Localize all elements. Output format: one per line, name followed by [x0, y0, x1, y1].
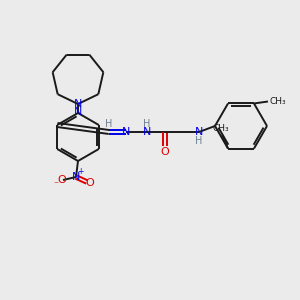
Text: +: + — [77, 167, 83, 176]
Text: N: N — [72, 172, 80, 182]
Text: CH₃: CH₃ — [270, 97, 286, 106]
Text: N: N — [143, 127, 151, 137]
Text: O: O — [58, 175, 66, 185]
Text: CH₃: CH₃ — [213, 124, 229, 133]
Text: N: N — [74, 107, 82, 117]
Text: O: O — [160, 147, 169, 157]
Text: N: N — [122, 127, 130, 137]
Text: N: N — [195, 127, 203, 137]
Text: H: H — [143, 119, 151, 129]
Text: N: N — [74, 99, 82, 109]
Text: ⁻: ⁻ — [53, 180, 58, 190]
Text: H: H — [105, 119, 113, 129]
Text: H: H — [195, 136, 203, 146]
Text: O: O — [85, 178, 94, 188]
